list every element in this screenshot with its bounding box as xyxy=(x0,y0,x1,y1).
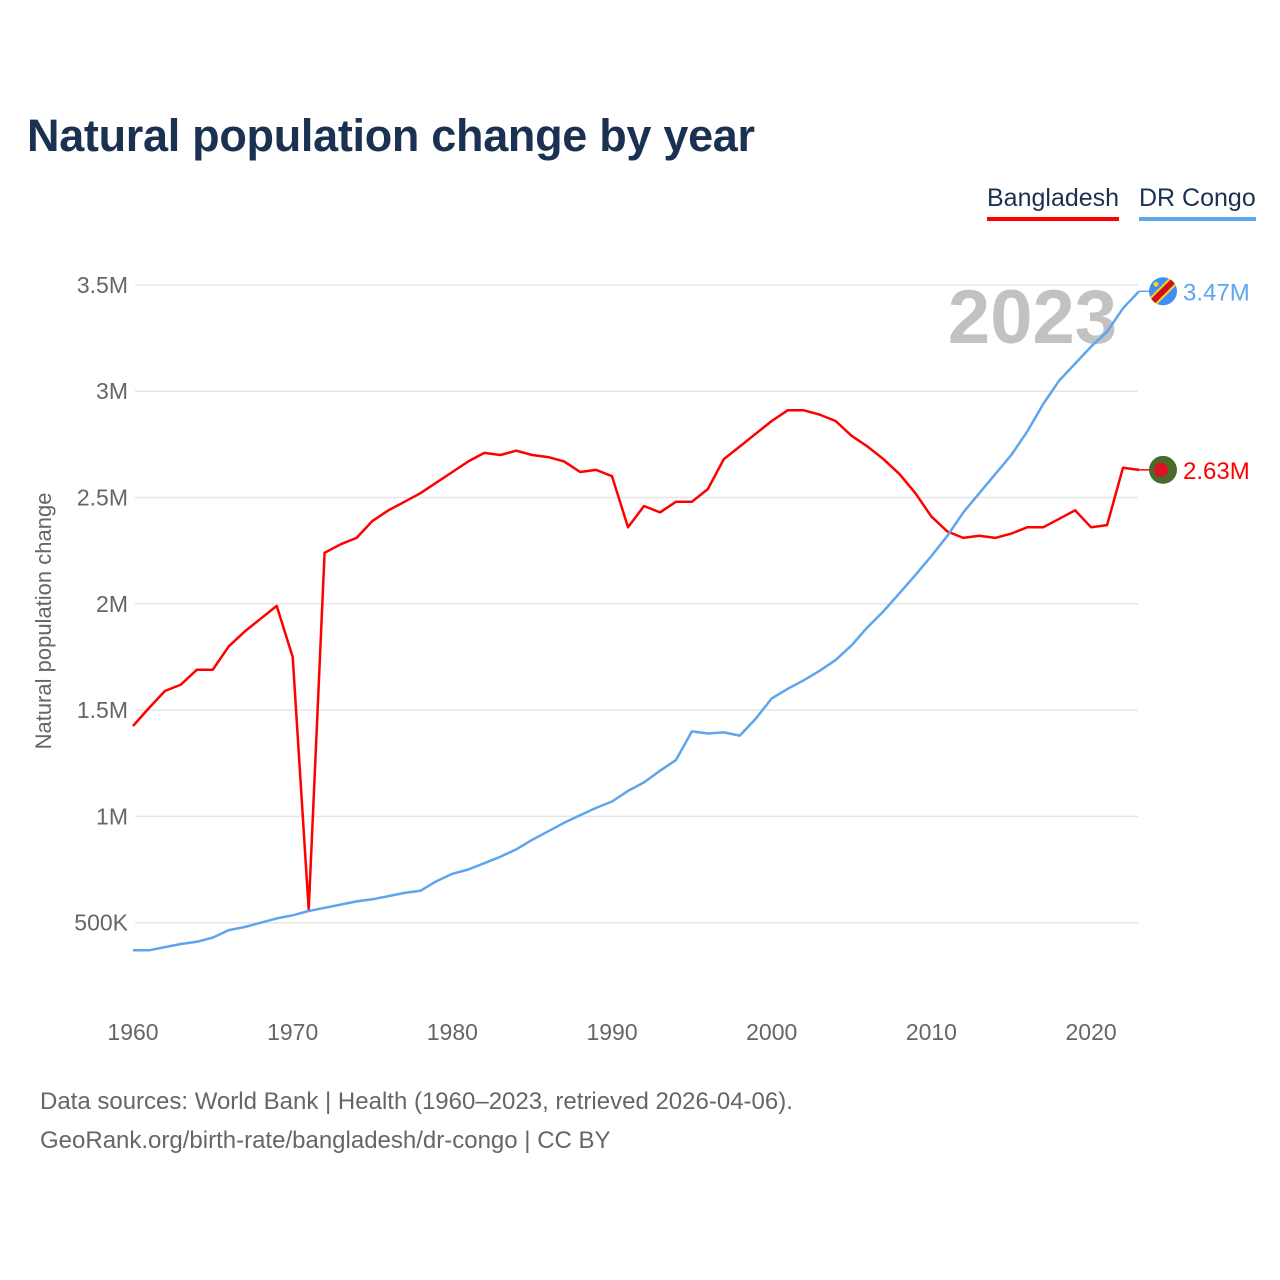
series-line-bangladesh[interactable] xyxy=(132,409,1140,912)
series-line-dr-congo[interactable] xyxy=(133,290,1140,952)
end-value-label: 3.47M xyxy=(1183,279,1250,306)
x-tick-label: 2010 xyxy=(906,1019,957,1045)
chart-title: Natural population change by year xyxy=(27,110,755,161)
legend-item-bangladesh[interactable]: Bangladesh xyxy=(987,184,1120,221)
x-tick-label: 1960 xyxy=(107,1019,158,1045)
y-tick-label: 500K xyxy=(74,910,128,936)
bangladesh-flag-icon xyxy=(1149,455,1177,484)
y-tick-label: 1.5M xyxy=(77,697,128,723)
footer-sources: Data sources: World Bank | Health (1960–… xyxy=(40,1088,793,1115)
x-tick-label: 1980 xyxy=(427,1019,478,1045)
x-tick-label: 2020 xyxy=(1066,1019,1117,1045)
y-axis-label: Natural population change xyxy=(31,493,56,750)
footer-link[interactable]: GeoRank.org/birth-rate/bangladesh/dr-con… xyxy=(40,1127,611,1154)
x-tick-label: 1970 xyxy=(267,1019,318,1045)
y-tick-label: 2.5M xyxy=(77,485,128,511)
legend-item-dr-congo[interactable]: DR Congo xyxy=(1139,184,1256,221)
year-watermark: 2023 xyxy=(948,275,1117,360)
y-tick-label: 1M xyxy=(96,803,128,829)
y-tick-label: 3M xyxy=(96,378,128,404)
x-tick-label: 2000 xyxy=(746,1019,797,1045)
end-value-label: 2.63M xyxy=(1183,458,1250,485)
x-tick-label: 1990 xyxy=(586,1019,637,1045)
dr-congo-flag-icon xyxy=(1149,277,1177,306)
y-tick-label: 2M xyxy=(96,591,128,617)
y-tick-label: 3.5M xyxy=(77,272,128,298)
